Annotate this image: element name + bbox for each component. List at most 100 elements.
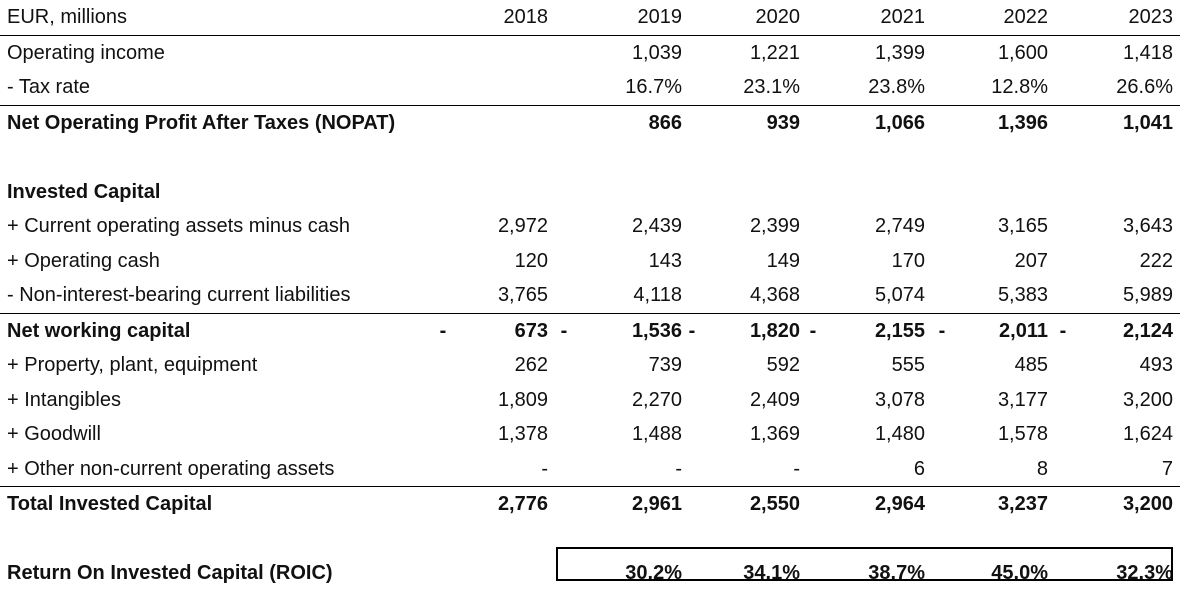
value-cell-2018: 3,765 — [497, 284, 548, 306]
table-row-operating-income: Operating income 1,039 1,221 1,399 1,600 1,41… — [0, 36, 1180, 71]
value-cell-2020: 592 — [766, 354, 800, 376]
year-header-2019: 2019 — [637, 6, 683, 28]
value-cell-2023: 5,989 — [1122, 284, 1173, 306]
value-cell-2021: 38.7% — [868, 562, 925, 584]
value-cell-2018: 120 — [514, 249, 548, 272]
value-cell-2023 — [1055, 175, 1173, 210]
value-cell-2022: 1,396 — [997, 111, 1048, 134]
value-cell-2019: 1,039 — [631, 41, 682, 64]
value-cell-2023: 3,200 — [1122, 388, 1173, 411]
value-cell-2020 — [690, 175, 800, 210]
value-cell-2022: 2,011 — [999, 319, 1048, 342]
table-row-current-operating-assets: + Current operating assets minus cash 2,9… — [0, 209, 1180, 244]
value-cell-2018: 2,776 — [497, 493, 548, 515]
table-row-spacer-1 — [0, 140, 1180, 175]
value-cell-2023: 3,200 — [1122, 493, 1173, 515]
value-cell-2023: 26.6% — [1116, 76, 1173, 98]
table-row-operating-cash: + Operating cash 120 143 149 170 207 222 — [0, 244, 1180, 279]
value-cell-2022: 3,165 — [997, 215, 1048, 237]
unit-label: EUR, millions — [7, 6, 128, 28]
table-body: Operating income 1,039 1,221 1,399 1,600 1,41… — [0, 36, 1180, 591]
value-cell-2020: 1,369 — [749, 423, 800, 445]
value-cell-2021: 5,074 — [874, 284, 925, 306]
table-row-ppe: + Property, plant, equipment 262 739 592 555… — [0, 348, 1180, 383]
value-cell-2018: 1,809 — [497, 388, 548, 411]
year-header-2020: 2020 — [755, 6, 801, 28]
value-cell-2023: 7 — [1161, 457, 1173, 480]
row-label: + Intangibles — [7, 388, 121, 411]
table-row-goodwill: + Goodwill 1,378 1,488 1,369 1,480 1,578 1,624 — [0, 417, 1180, 452]
value-cell-2023: 1,418 — [1122, 41, 1173, 64]
value-cell-2021: 1,066 — [874, 111, 925, 134]
value-cell-2022: 3,177 — [997, 388, 1048, 411]
negative-sign: - — [938, 319, 946, 342]
value-cell-2022: 12.8% — [991, 76, 1048, 98]
value-cell-2021: 555 — [891, 354, 925, 376]
negative-sign: - — [439, 319, 447, 342]
table-row-net-working-capital: Net working capital -673-1,536-1,820-2,15… — [0, 314, 1180, 349]
value-cell-2022: 1,600 — [997, 41, 1048, 64]
row-label: + Operating cash — [7, 249, 160, 272]
row-label: + Other non-current operating assets — [7, 457, 335, 480]
row-label: + Property, plant, equipment — [7, 354, 258, 376]
row-label: - Tax rate — [7, 76, 90, 98]
year-header-2023: 2023 — [1128, 6, 1174, 28]
value-cell-2019: 30.2% — [625, 562, 682, 584]
value-cell-2021: 1,480 — [874, 423, 925, 445]
year-header-2018: 2018 — [503, 6, 549, 28]
row-label: - Non-interest-bearing current liabiliti… — [7, 284, 351, 306]
value-cell-2018 — [440, 106, 548, 141]
table-row-roic: Return On Invested Capital (ROIC) 30.2% 34… — [0, 556, 1180, 591]
value-cell-2019: 866 — [648, 111, 682, 134]
value-cell-2018 — [440, 556, 548, 591]
value-cell-2021: 2,749 — [874, 215, 925, 237]
year-header-2022: 2022 — [1003, 6, 1049, 28]
value-cell-2019: 16.7% — [625, 76, 682, 98]
value-cell-2019: 1,536 — [631, 319, 682, 342]
value-cell-2022: 1,578 — [997, 423, 1048, 445]
row-label: + Current operating assets minus cash — [7, 215, 350, 237]
table-row-intangibles: + Intangibles 1,809 2,270 2,409 3,078 3,177 3,… — [0, 383, 1180, 418]
value-cell-2021: 23.8% — [868, 76, 925, 98]
row-label: Total Invested Capital — [7, 493, 213, 515]
value-cell-2023: 32.3% — [1116, 562, 1173, 584]
value-cell-2020: 149 — [766, 249, 800, 272]
row-label: + Goodwill — [7, 423, 101, 445]
value-cell-2021: 170 — [891, 249, 925, 272]
value-cell-2023: 1,624 — [1122, 423, 1173, 445]
row-label: Net working capital — [7, 319, 191, 342]
value-cell-2020: 2,409 — [749, 388, 800, 411]
value-cell-2018: 1,378 — [497, 423, 548, 445]
value-cell-2022 — [930, 175, 1048, 210]
year-header-2021: 2021 — [880, 6, 926, 28]
value-cell-2020: 939 — [766, 111, 800, 134]
value-cell-2023: 2,124 — [1122, 319, 1173, 342]
table-row-non-interest-liabilities: - Non-interest-bearing current liabiliti… — [0, 278, 1180, 314]
header-row: EUR, millions 2018 2019 2020 2021 2022 2… — [0, 0, 1180, 36]
value-cell-2021: 2,155 — [874, 319, 925, 342]
negative-sign: - — [809, 319, 817, 342]
table-row-invested-capital-heading: Invested Capital — [0, 175, 1180, 210]
value-cell-2023: 1,041 — [1122, 111, 1173, 134]
value-cell-2019: 2,270 — [631, 388, 682, 411]
value-cell-2018 — [440, 36, 548, 71]
negative-sign: - — [1059, 319, 1067, 342]
value-cell-2021: 2,964 — [874, 493, 925, 515]
value-cell-2018 — [440, 175, 548, 210]
value-cell-2019: 2,961 — [631, 493, 682, 515]
value-cell-2020: - — [793, 457, 800, 480]
negative-sign: - — [560, 319, 568, 342]
value-cell-2021: 1,399 — [874, 41, 925, 64]
value-cell-2023: 3,643 — [1122, 215, 1173, 237]
table-row-total-invested-capital: Total Invested Capital 2,776 2,961 2,550 2,9… — [0, 487, 1180, 522]
value-cell-2019 — [560, 175, 682, 210]
row-label: Net Operating Profit After Taxes (NOPAT) — [7, 111, 396, 134]
row-label: Return On Invested Capital (ROIC) — [7, 562, 333, 584]
value-cell-2022: 5,383 — [997, 284, 1048, 306]
table-row-other-noncurrent: + Other non-current operating assets - - - 6… — [0, 452, 1180, 487]
table-row-tax-rate: - Tax rate 16.7% 23.1% 23.8% 12.8% 26.6% — [0, 70, 1180, 106]
value-cell-2018: 2,972 — [497, 215, 548, 237]
value-cell-2019: 4,118 — [633, 284, 682, 306]
row-label: Operating income — [7, 41, 165, 64]
